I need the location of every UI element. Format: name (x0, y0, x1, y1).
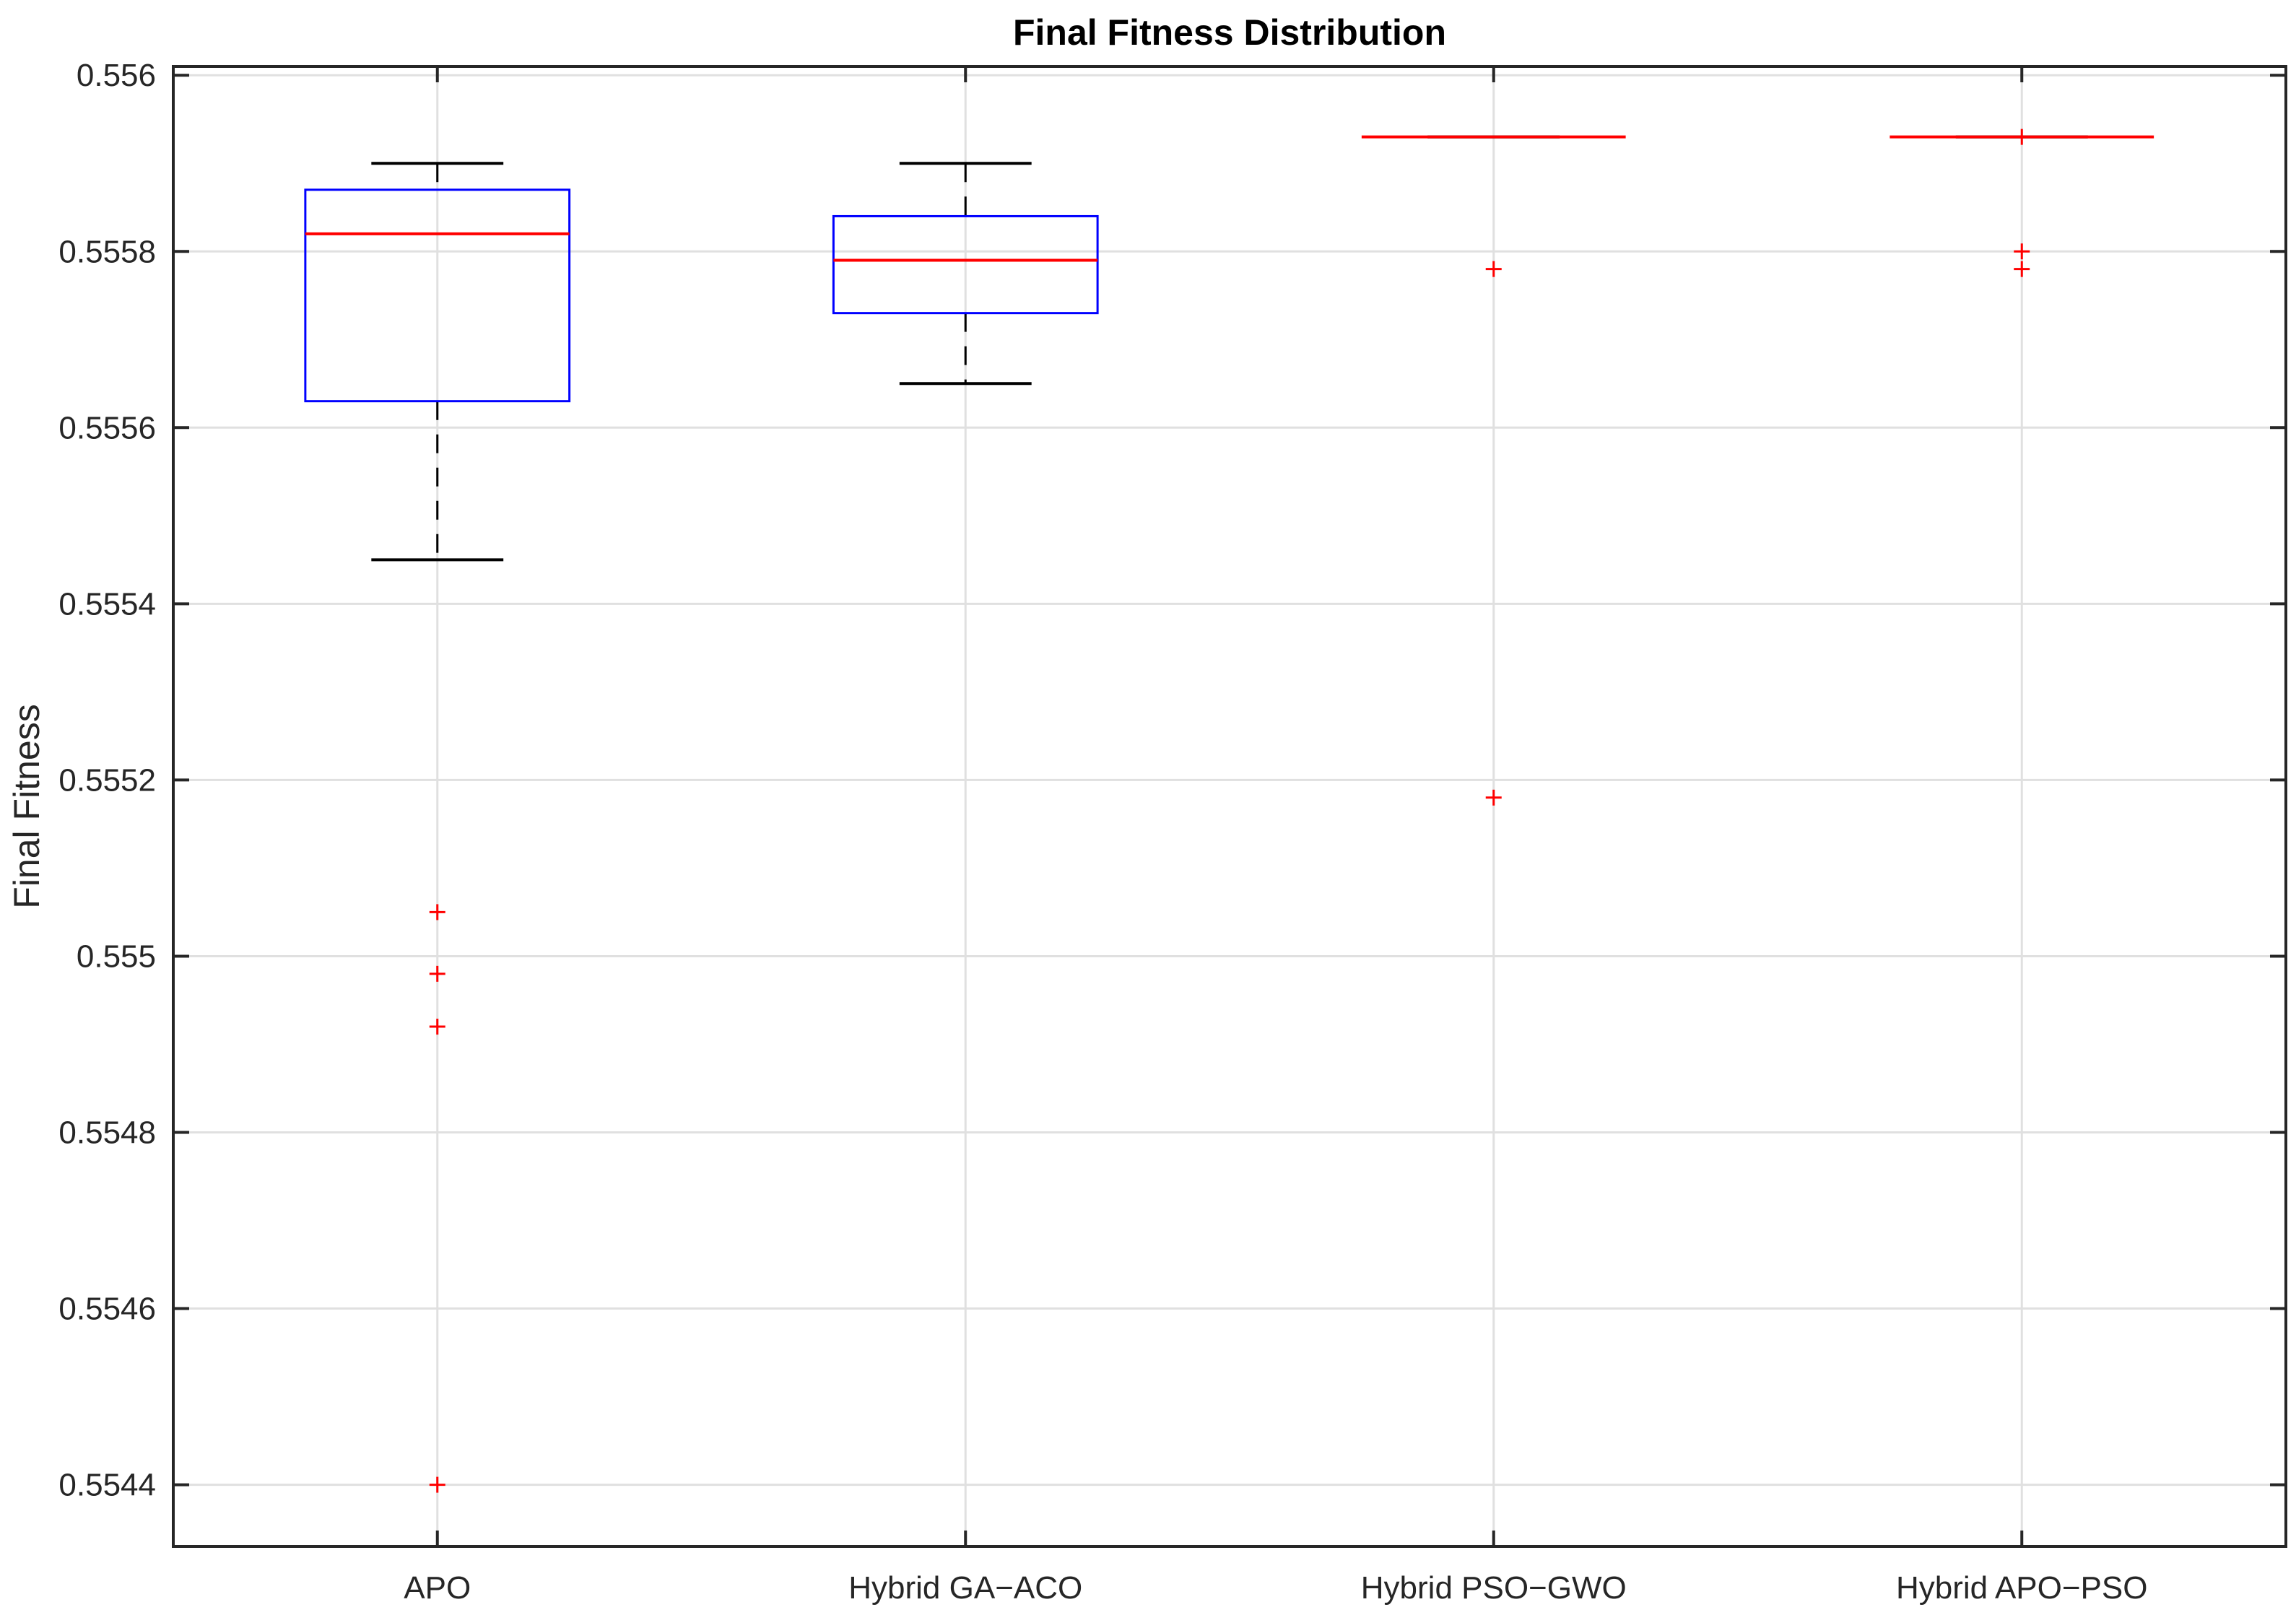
x-tick-label: Hybrid PSO−GWO (1361, 1570, 1627, 1606)
interquartile-box (832, 214, 1099, 315)
interquartile-box (304, 188, 571, 403)
plot-frame (172, 65, 2287, 1548)
outlier-marker (1485, 261, 1502, 277)
outlier-marker (2014, 243, 2030, 260)
box-group (832, 162, 1099, 386)
box-group (1890, 129, 2154, 277)
y-tick-label: 0.555 (77, 939, 156, 974)
y-tick-label: 0.5552 (58, 762, 156, 798)
axis-ticks: 0.5544 0.5546 0.5548 0.555 0.5552 0.5554 0.555… (58, 58, 2286, 1606)
y-tick-label: 0.5548 (58, 1115, 156, 1150)
y-tick-label: 0.556 (77, 58, 156, 93)
outlier-marker (1485, 789, 1502, 806)
outlier-marker (2014, 261, 2030, 277)
box-plot-series (304, 129, 2154, 1493)
y-tick-label: 0.5556 (58, 410, 156, 445)
outlier-marker (429, 965, 445, 982)
outlier-marker (429, 1019, 445, 1035)
y-tick-label: 0.5558 (58, 234, 156, 269)
box-group (304, 162, 571, 1493)
outlier-marker (429, 904, 445, 920)
chart-title: Final Fitness Distribution (1013, 12, 1446, 53)
box-group (1361, 135, 1626, 806)
x-tick-label: Hybrid APO−PSO (1896, 1570, 2147, 1606)
outlier-marker (429, 1476, 445, 1493)
y-tick-label: 0.5544 (58, 1468, 156, 1503)
y-axis-label: Final Fitness (6, 704, 47, 908)
y-tick-label: 0.5546 (58, 1292, 156, 1327)
x-tick-label: Hybrid GA−ACO (848, 1570, 1082, 1606)
x-tick-label: APO (404, 1570, 471, 1606)
grid-lines (173, 66, 2286, 1546)
outlier-marker (2014, 129, 2030, 145)
y-tick-label: 0.5554 (58, 586, 156, 622)
